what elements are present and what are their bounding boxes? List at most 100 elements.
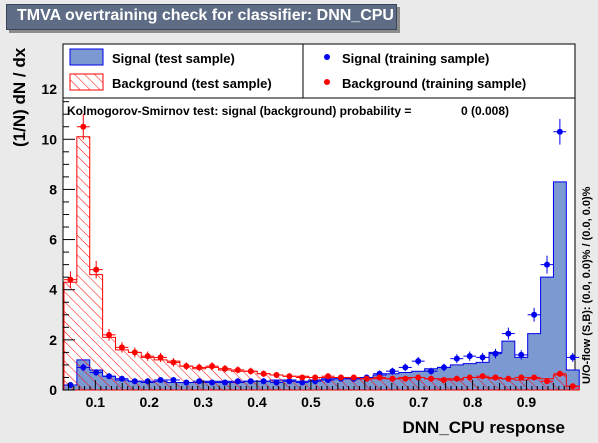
signal-training-point — [479, 354, 486, 361]
legend-swatch-signal-test — [69, 48, 104, 66]
signal-training-point — [118, 375, 125, 382]
signal-training-point — [67, 381, 74, 388]
signal-training-point — [466, 353, 473, 360]
y-axis-label: (1/N) dN / dx — [10, 47, 29, 147]
legend-marker-signal-training — [324, 54, 330, 60]
signal-training-point — [247, 378, 254, 385]
background-training-point — [376, 374, 383, 381]
signal-training-point — [556, 128, 563, 135]
background-training-point — [556, 370, 563, 377]
background-training-point — [337, 374, 344, 381]
signal-training-point — [234, 378, 241, 385]
background-training-points — [63, 113, 580, 390]
signal-training-point — [273, 379, 280, 386]
signal-training-point — [260, 378, 267, 385]
legend-label-signal-test: Signal (test sample) — [112, 51, 235, 66]
signal-training-point — [209, 379, 216, 386]
signal-training-point — [170, 376, 177, 383]
background-training-point — [170, 359, 177, 366]
y-tick-label: 10 — [41, 131, 57, 147]
background-training-point — [196, 364, 203, 371]
signal-training-point — [221, 379, 228, 386]
y-tick-label: 6 — [49, 232, 57, 248]
title-banner: TMVA overtraining check for classifier: … — [6, 4, 397, 30]
legend-marker-background-training — [324, 79, 330, 85]
background-training-point — [492, 374, 499, 381]
background-training-point — [299, 374, 306, 381]
x-axis-label: DNN_CPU response — [403, 418, 566, 437]
ks-test-value: 0 (0.008) — [461, 104, 509, 118]
y-tick-label: 2 — [49, 332, 57, 348]
background-training-point — [131, 349, 138, 356]
signal-training-point — [93, 369, 100, 376]
background-training-point — [247, 368, 254, 375]
background-training-point — [518, 374, 525, 381]
signal-training-point — [144, 378, 151, 385]
background-training-point — [144, 353, 151, 360]
y-tick-label: 0 — [49, 382, 57, 398]
background-training-point — [402, 375, 409, 382]
y-tick-label: 12 — [41, 81, 57, 97]
background-training-point — [531, 374, 538, 381]
signal-training-points — [63, 118, 580, 388]
legend-label-signal-training: Signal (training sample) — [342, 51, 489, 66]
legend-label-background-test: Background (test sample) — [112, 76, 272, 91]
signal-training-point — [389, 368, 396, 375]
overflow-label: U/O-flow (S,B): (0.0, 0.0)% / (0.0, 0.0)… — [581, 186, 593, 384]
background-training-point — [428, 375, 435, 382]
background-training-point — [209, 363, 216, 370]
signal-training-point — [531, 311, 538, 318]
plot-area — [62, 43, 576, 391]
background-training-point — [93, 266, 100, 273]
axes: 0.1 0.2 0.3 0.4 0.5 0.6 0.7 0.8 0.9 0 2 4 6 8 10 12 — [41, 51, 571, 410]
x-tick-label: 0.6 — [355, 394, 375, 410]
signal-training-point — [131, 378, 138, 385]
background-training-point — [389, 375, 396, 382]
background-training-point — [67, 276, 74, 283]
page-title: TMVA overtraining check for classifier: … — [17, 7, 394, 24]
signal-training-point — [428, 368, 435, 375]
x-tick-label: 0.4 — [247, 394, 267, 410]
background-training-point — [453, 375, 460, 382]
background-training-point — [440, 376, 447, 383]
x-tick-label: 0.9 — [517, 394, 537, 410]
legend-swatch-background-test — [69, 73, 104, 91]
background-training-point — [221, 365, 228, 372]
legend-training — [302, 43, 576, 99]
background-training-point — [544, 378, 551, 385]
x-tick-label: 0.5 — [301, 394, 321, 410]
signal-training-point — [569, 354, 576, 361]
y-tick-label: 4 — [49, 282, 57, 298]
background-training-point — [157, 354, 164, 361]
background-training-point — [106, 331, 113, 338]
background-training-point — [466, 374, 473, 381]
x-tick-label: 0.2 — [139, 394, 159, 410]
background-training-point — [80, 123, 87, 130]
background-training-point — [273, 371, 280, 378]
background-training-point — [234, 366, 241, 373]
x-tick-label: 0.8 — [463, 394, 483, 410]
legend-label-background-training: Background (training sample) — [342, 76, 526, 91]
background-training-point — [415, 374, 422, 381]
background-training-point — [286, 373, 293, 380]
signal-training-point — [183, 379, 190, 386]
background-training-point — [325, 373, 332, 380]
signal-training-point — [299, 379, 306, 386]
background-training-point — [569, 383, 576, 390]
background-training-point — [479, 373, 486, 380]
signal-training-point — [157, 376, 164, 383]
y-tick-label: 8 — [49, 181, 57, 197]
x-tick-label: 0.3 — [193, 394, 213, 410]
background-training-point — [260, 370, 267, 377]
signal-training-point — [415, 358, 422, 365]
signal-training-point — [402, 364, 409, 371]
background-training-point — [350, 374, 357, 381]
x-tick-label: 0.1 — [86, 394, 106, 410]
signal-training-point — [453, 355, 460, 362]
signal-training-point — [440, 364, 447, 371]
signal-training-point — [286, 378, 293, 385]
background-training-point — [118, 344, 125, 351]
signal-training-point — [544, 261, 551, 268]
signal-training-point — [505, 330, 512, 337]
